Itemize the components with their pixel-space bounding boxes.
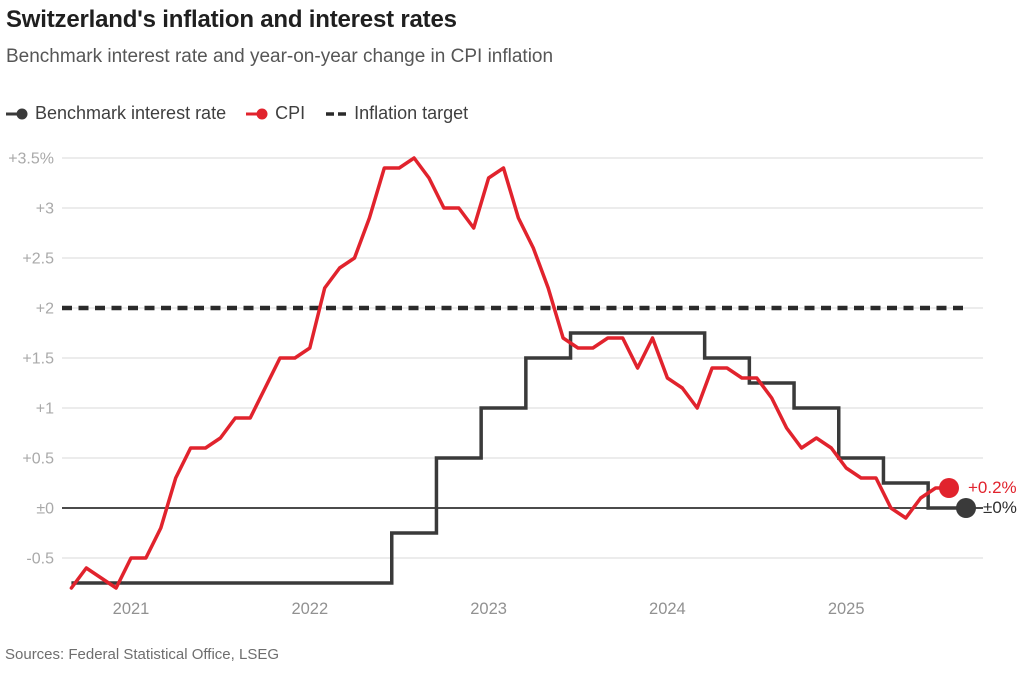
dashes-icon [325,108,347,120]
legend-label-cpi: CPI [275,103,306,123]
x-axis-tick-label: 2023 [470,600,507,618]
y-axis-tick-label: +2 [36,301,54,318]
y-axis-tick-label: +2.5 [22,251,54,268]
x-axis-tick-label: 2024 [649,600,686,618]
y-axis-tick-label: +1 [36,401,54,418]
y-axis-tick-label: +3 [36,201,54,218]
line-dot-icon [6,108,28,120]
y-axis-tick-label: ±0 [36,501,54,518]
y-axis-tick-label: -0.5 [26,551,54,568]
legend-item-benchmark-rate: Benchmark interest rate [6,103,226,124]
benchmark-rate-line [71,331,966,585]
legend-item-inflation-target: Inflation target [325,103,468,124]
x-axis-tick-label: 2025 [828,600,865,618]
x-axis-tick-label: 2021 [113,600,150,618]
cpi-end-dot [939,478,959,498]
y-axis-tick-label: +0.5 [22,451,54,468]
rate-end-dot [956,498,976,518]
cpi-end-value-label: +0.2% [968,478,1017,497]
chart-subtitle: Benchmark interest rate and year-on-year… [6,46,554,67]
legend-item-cpi: CPI [246,103,305,124]
legend-label-inflation-target: Inflation target [354,103,469,123]
legend-label-benchmark-rate: Benchmark interest rate [35,103,227,123]
y-axis-tick-label: +3.5% [8,151,54,168]
sources-note: Sources: Federal Statistical Office, LSE… [5,646,280,663]
line-dot-icon [246,108,268,120]
cpi-line [69,156,951,590]
rate-end-value-label: ±0% [983,498,1017,517]
y-axis-tick-label: +1.5 [22,351,54,368]
chart-title: Switzerland's inflation and interest rat… [6,6,457,33]
legend: Benchmark interest rate CPI Inflation ta… [6,103,468,124]
x-axis-tick-label: 2022 [291,600,328,618]
